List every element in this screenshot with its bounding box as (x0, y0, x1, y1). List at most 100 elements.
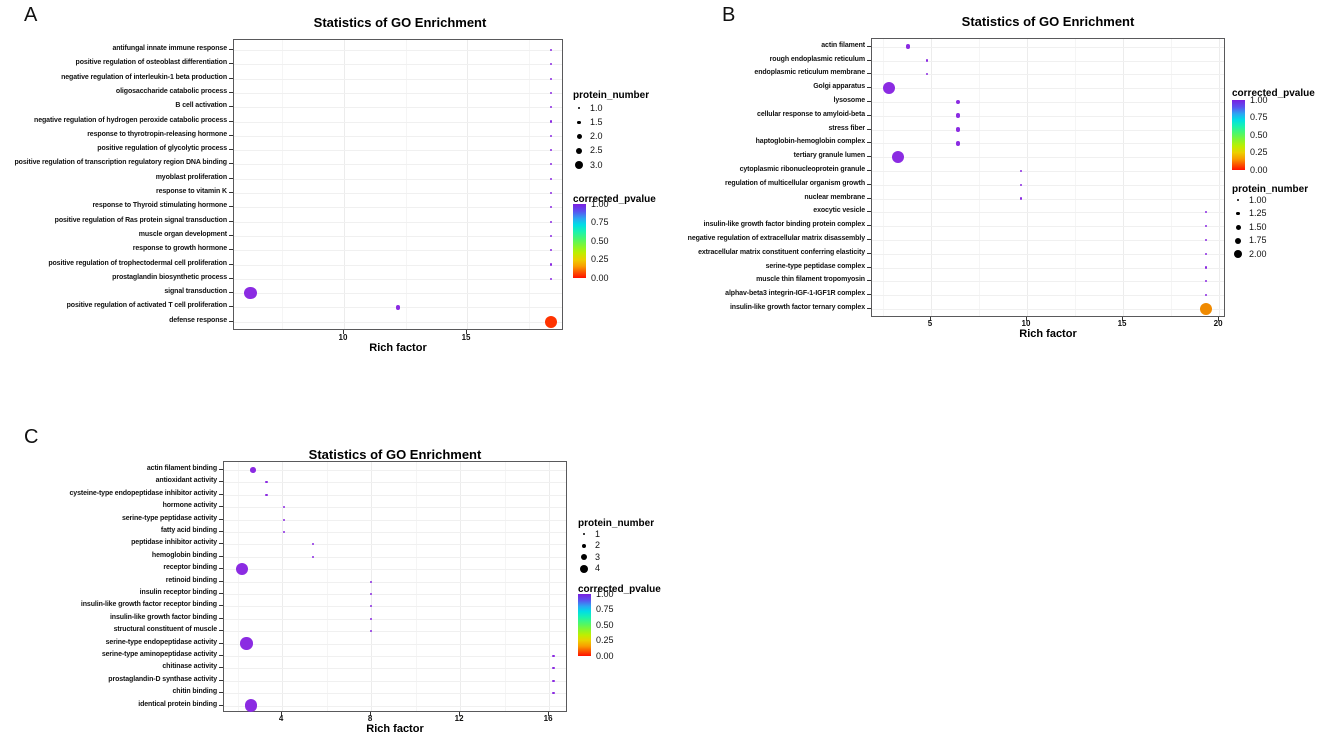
x-tick-label: 5 (927, 319, 933, 328)
row-gridline (872, 184, 1224, 186)
legend-size-label: 1.5 (590, 116, 603, 127)
legend-color-label: 0.50 (596, 619, 614, 630)
data-point (235, 563, 249, 576)
row-gridline (872, 170, 1224, 172)
data-point (549, 106, 552, 109)
x-tick (1218, 317, 1220, 321)
legend-color-label: 0.00 (1250, 164, 1268, 175)
row-gridline (234, 64, 562, 66)
y-tick (867, 252, 871, 254)
category-label: actin filament binding (146, 465, 217, 472)
row-gridline (872, 281, 1224, 283)
data-point (552, 679, 555, 682)
row-gridline (872, 267, 1224, 269)
minor-gridline (528, 40, 530, 329)
y-tick (229, 192, 233, 193)
y-tick (867, 59, 871, 61)
y-tick (219, 531, 223, 532)
row-gridline (872, 239, 1224, 241)
x-tick (343, 330, 344, 334)
panel-b-title: Statistics of GO Enrichment (961, 14, 1135, 29)
category-label: haptoglobin-hemoglobin complex (755, 138, 865, 146)
category-label: positive regulation of Ras protein signa… (54, 216, 227, 224)
x-tick (1026, 317, 1027, 321)
major-gridline (282, 462, 284, 711)
category-label: chitin binding (172, 688, 218, 696)
x-tick (548, 712, 550, 716)
data-point (544, 315, 557, 328)
plot-area-b (871, 38, 1225, 317)
data-point (1020, 183, 1023, 186)
data-point (283, 506, 286, 509)
y-tick (229, 49, 233, 50)
category-label: regulation of multicellular organism gro… (725, 179, 865, 187)
y-tick (867, 211, 871, 213)
row-gridline (224, 594, 566, 595)
data-point (549, 91, 552, 94)
panel-a-letter: A (24, 4, 38, 26)
major-gridline (930, 39, 932, 316)
category-label: structural constituent of muscle (113, 626, 217, 634)
data-point (240, 637, 253, 650)
category-label: Golgi apparatus (813, 83, 865, 91)
row-gridline (872, 295, 1224, 297)
y-tick (219, 704, 223, 706)
legend-size-label: 3.0 (590, 159, 603, 170)
x-tick-label: 16 (543, 714, 553, 723)
legend-size-label: 1.50 (1249, 221, 1267, 232)
row-gridline (234, 193, 562, 194)
legend-size-dot (575, 161, 583, 170)
y-tick (867, 225, 871, 227)
category-label: antioxidant activity (155, 477, 218, 485)
y-tick (219, 692, 223, 694)
data-point (1020, 197, 1023, 200)
y-tick (867, 183, 871, 185)
legend-color-label: 0.00 (596, 650, 614, 661)
legend-size-label: 2.0 (590, 131, 603, 142)
data-point (549, 234, 552, 237)
data-point (1204, 225, 1207, 228)
row-gridline (234, 278, 562, 280)
row-gridline (872, 115, 1224, 117)
legend-size-label: 1 (595, 528, 601, 539)
y-tick (229, 206, 233, 208)
row-gridline (224, 606, 566, 608)
category-label: defense response (169, 316, 227, 324)
y-tick (867, 156, 871, 158)
row-gridline (224, 544, 566, 546)
data-point (549, 77, 552, 80)
category-label: nuclear membrane (804, 193, 865, 201)
legend-gradient-bar (1232, 100, 1245, 170)
row-gridline (234, 178, 562, 180)
category-label: chitinase activity (162, 663, 217, 671)
category-label: identical protein binding (138, 700, 217, 708)
legend-size-dot (578, 107, 580, 109)
y-tick (229, 77, 233, 79)
minor-gridline (237, 462, 239, 711)
data-point (549, 263, 552, 266)
data-point (549, 191, 552, 195)
minor-gridline (1075, 39, 1077, 316)
legend-title-corrected-pvalue: corrected_pvalue (573, 194, 656, 205)
category-label: hemoglobin binding (151, 551, 217, 559)
y-tick (867, 197, 871, 199)
y-tick (219, 617, 223, 619)
category-label: fatty acid binding (160, 527, 217, 534)
legend-gradient-bar (578, 594, 591, 656)
legend-size-label: 1.00 (1249, 194, 1267, 205)
row-gridline (234, 92, 562, 94)
y-tick (867, 87, 871, 89)
y-tick (867, 100, 871, 102)
y-tick (219, 679, 223, 681)
row-gridline (872, 308, 1224, 310)
minor-gridline (415, 462, 417, 711)
y-tick (867, 266, 871, 268)
data-point (955, 113, 961, 119)
category-label: retinoid binding (165, 576, 217, 584)
data-point (395, 305, 401, 310)
minor-gridline (326, 462, 328, 711)
row-gridline (872, 253, 1224, 255)
legend-size-dot (1236, 211, 1240, 216)
y-tick (229, 163, 233, 165)
panel-b-x-axis-title: Rich factor (1019, 328, 1077, 340)
